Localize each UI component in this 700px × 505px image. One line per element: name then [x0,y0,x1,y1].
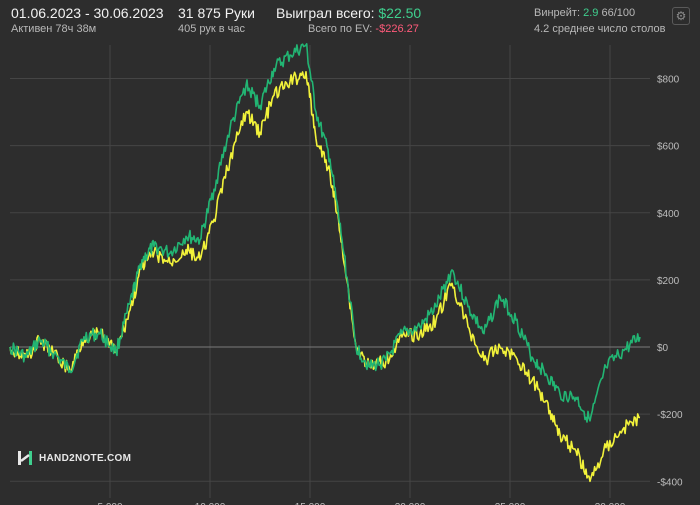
x-tick-label: 5 000 [97,502,122,505]
y-tick-label: -$200 [657,410,683,421]
y-tick-label: $800 [657,75,680,86]
y-axis-labels: -$400 -$200 $0 $200 $400 $600 $800 [657,75,683,489]
series-line-ev [9,71,641,483]
x-tick-label: 25 000 [495,502,526,505]
hand2note-logo: HAND2NOTE.COM [17,450,131,466]
winrate-label: Винрейт: [534,7,581,19]
y-tick-label: $600 [657,142,680,153]
hands-per-hour: 405 рук в час [178,23,246,35]
hands-count: 31 875 Руки [178,5,255,21]
series-lines [9,43,641,483]
winrate-value: 2.9 [583,7,599,19]
hand2note-logo-text: HAND2NOTE.COM [39,452,132,464]
winrate: Винрейт: 2.9 66/100 [534,7,635,19]
x-tick-label: 20 000 [395,502,426,505]
y-tick-label: $0 [657,343,669,354]
y-tick-label: $400 [657,209,680,220]
ev-total: Всего по EV: -$226.27 [308,23,419,35]
won-total: Выиграл всего: $22.50 [276,5,421,21]
x-tick-label: 30 000 [595,502,626,505]
active-time: Активен 78ч 38м [11,23,97,35]
ev-value: -$226.27 [375,23,419,35]
avg-tables: 4.2 среднее число столов [534,23,666,35]
series-line-won [9,43,641,423]
y-tick-label: $200 [657,276,680,287]
date-range[interactable]: 01.06.2023 - 30.06.2023 [11,5,164,21]
header: 01.06.2023 - 30.06.2023 Активен 78ч 38м … [0,0,700,40]
x-tick-label: 10 000 [195,502,226,505]
winrate-suffix: 66/100 [601,7,636,19]
x-axis-labels: 5 000 10 000 15 000 20 000 25 000 30 000 [97,502,625,505]
x-tick-label: 15 000 [295,502,326,505]
won-label: Выиграл всего: [276,5,375,21]
grid [10,45,650,498]
hand2note-logo-icon [18,451,32,465]
y-tick-label: -$400 [657,477,683,488]
won-value: $22.50 [378,5,422,21]
ev-label: Всего по EV: [308,23,373,35]
settings-gear-icon[interactable]: ⚙ [672,7,690,25]
